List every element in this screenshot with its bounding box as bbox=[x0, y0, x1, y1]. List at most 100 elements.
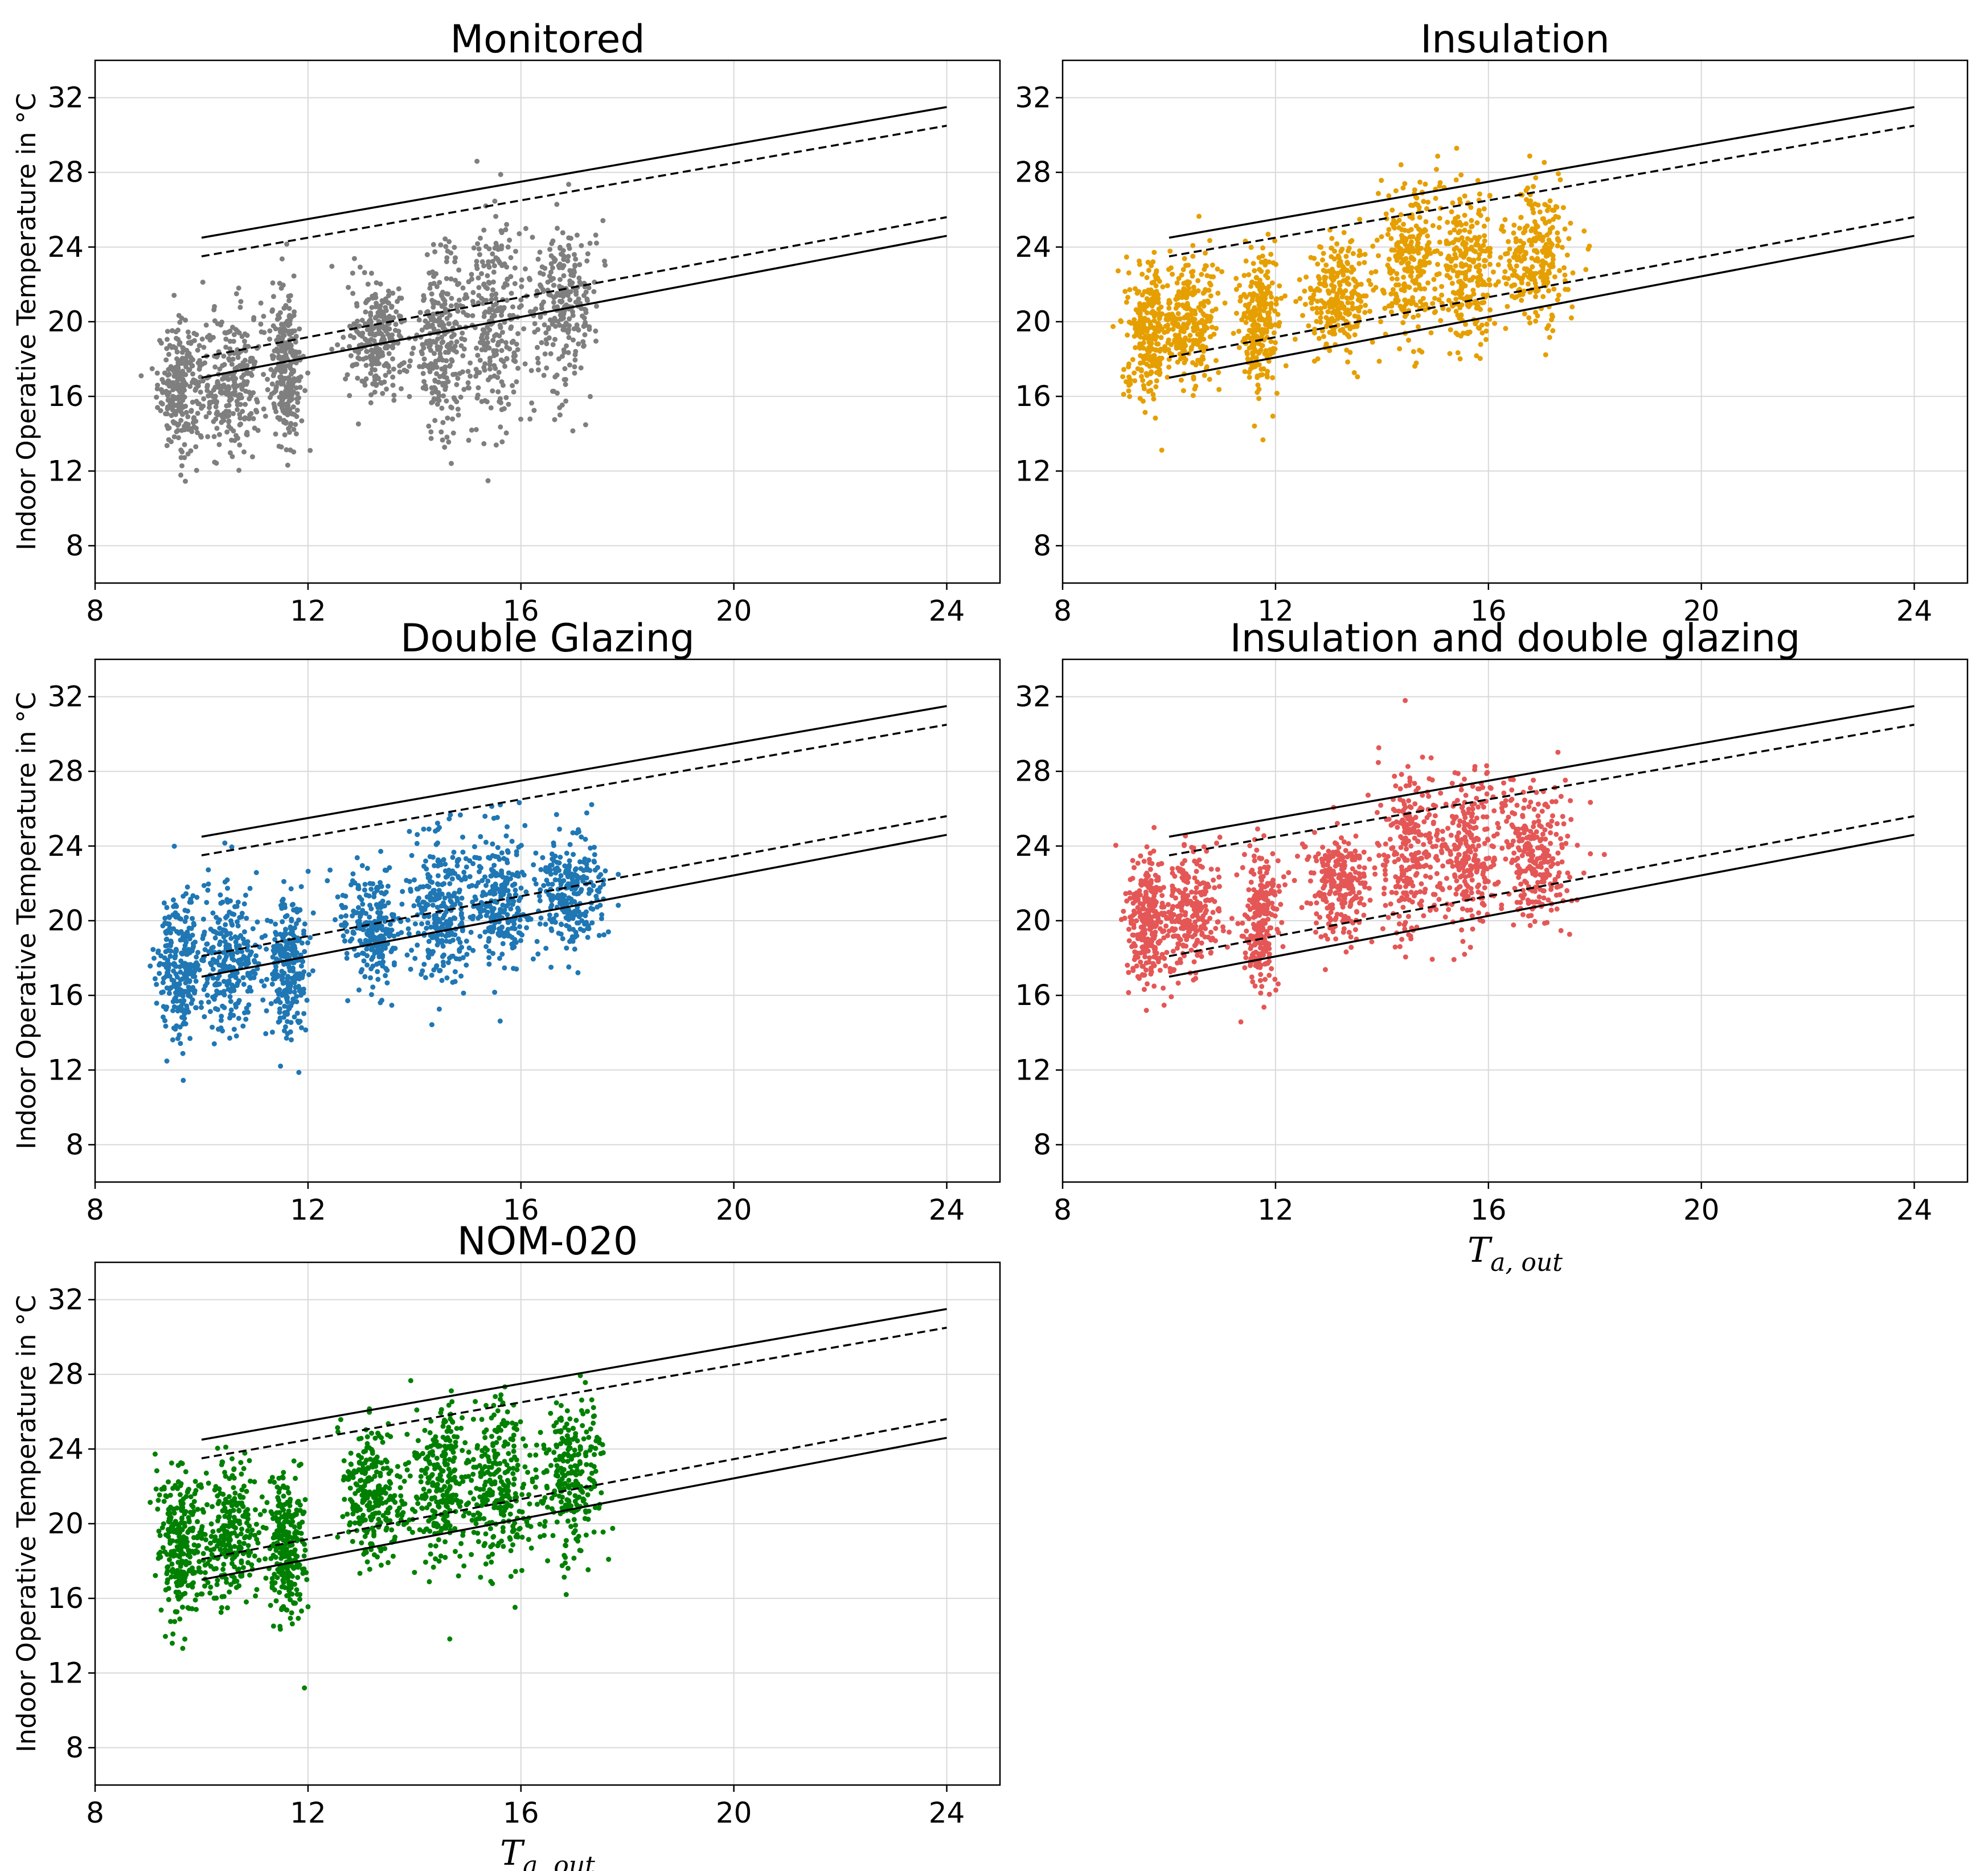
scatter-point bbox=[158, 953, 164, 959]
scatter-point bbox=[235, 407, 240, 412]
scatter-point bbox=[448, 303, 454, 309]
scatter-point bbox=[1270, 375, 1276, 380]
scatter-point bbox=[227, 994, 233, 999]
scatter-point bbox=[1463, 322, 1468, 327]
scatter-point bbox=[1428, 330, 1434, 335]
scatter-point bbox=[182, 908, 188, 913]
scatter-point bbox=[276, 444, 282, 449]
scatter-point bbox=[504, 221, 510, 227]
scatter-point bbox=[1349, 264, 1355, 270]
scatter-point bbox=[382, 337, 387, 342]
scatter-point bbox=[215, 412, 220, 417]
scatter-point bbox=[258, 321, 264, 327]
scatter-point bbox=[1248, 311, 1254, 317]
scatter-point bbox=[515, 331, 520, 337]
scatter-point bbox=[1345, 307, 1351, 313]
scatter-point bbox=[166, 425, 172, 431]
scatter-point bbox=[1397, 303, 1403, 309]
scatter-point bbox=[1302, 302, 1308, 307]
scatter-point bbox=[1151, 249, 1157, 255]
scatter-point bbox=[1550, 264, 1556, 269]
scatter-point bbox=[457, 887, 462, 893]
scatter-point bbox=[218, 1025, 224, 1031]
scatter-point bbox=[567, 268, 573, 273]
scatter-point bbox=[548, 269, 554, 275]
scatter-point bbox=[419, 906, 424, 912]
scatter-point bbox=[360, 950, 366, 956]
scatter-point bbox=[265, 376, 270, 382]
scatter-point bbox=[289, 371, 294, 377]
scatter-point bbox=[350, 270, 355, 276]
scatter-point bbox=[1181, 339, 1186, 345]
scatter-point bbox=[374, 314, 379, 319]
scatter-point bbox=[405, 917, 411, 923]
scatter-point bbox=[379, 961, 385, 967]
scatter-point bbox=[1568, 220, 1573, 226]
scatter-point bbox=[540, 272, 546, 277]
scatter-point bbox=[245, 970, 251, 976]
scatter-point bbox=[1149, 369, 1154, 375]
scatter-point bbox=[1263, 348, 1269, 354]
scatter-point bbox=[222, 384, 227, 390]
scatter-point bbox=[1394, 257, 1400, 263]
scatter-point bbox=[370, 367, 375, 372]
y-tick-label: 20 bbox=[47, 305, 84, 338]
scatter-point bbox=[481, 441, 487, 446]
scatter-point bbox=[414, 886, 420, 892]
scatter-point bbox=[487, 306, 493, 312]
scatter-point bbox=[282, 321, 288, 326]
scatter-point bbox=[1137, 261, 1142, 267]
scatter-point bbox=[1314, 319, 1319, 324]
scatter-point bbox=[1407, 249, 1412, 255]
scatter-point bbox=[578, 365, 584, 371]
scatter-point bbox=[301, 1011, 307, 1016]
scatter-point bbox=[1533, 175, 1539, 180]
scatter-point bbox=[428, 281, 433, 287]
scatter-point bbox=[301, 931, 306, 937]
scatter-point bbox=[1283, 363, 1289, 368]
scatter-point bbox=[462, 337, 468, 343]
scatter-point bbox=[368, 328, 374, 334]
scatter-point bbox=[281, 305, 287, 311]
scatter-point bbox=[1521, 288, 1527, 294]
scatter-point bbox=[387, 921, 393, 927]
scatter-point bbox=[429, 322, 435, 328]
scatter-point bbox=[1418, 286, 1424, 292]
scatter-point bbox=[470, 947, 476, 953]
scatter-point bbox=[218, 322, 224, 328]
scatter-point bbox=[1471, 291, 1477, 297]
scatter-point bbox=[499, 348, 505, 354]
scatter-point bbox=[1165, 375, 1170, 380]
scatter-point bbox=[1315, 298, 1321, 304]
scatter-point bbox=[473, 427, 479, 432]
scatter-point bbox=[1439, 301, 1445, 306]
scatter-point bbox=[1141, 383, 1146, 388]
scatter-point bbox=[399, 361, 404, 367]
scatter-point bbox=[1475, 325, 1481, 331]
scatter-point bbox=[210, 910, 216, 916]
scatter-point bbox=[477, 235, 483, 241]
scatter-point bbox=[379, 890, 384, 896]
scatter-point bbox=[391, 397, 397, 403]
scatter-point bbox=[163, 1023, 169, 1029]
scatter-point bbox=[1335, 307, 1341, 313]
scatter-point bbox=[435, 336, 440, 342]
scatter-point bbox=[369, 362, 375, 367]
scatter-point bbox=[1237, 282, 1243, 288]
scatter-point bbox=[202, 360, 208, 366]
scatter-point bbox=[208, 961, 213, 966]
scatter-point bbox=[276, 364, 282, 370]
scatter-point bbox=[160, 980, 166, 986]
scatter-point bbox=[350, 929, 356, 935]
scatter-point bbox=[565, 327, 571, 333]
scatter-point bbox=[347, 393, 352, 399]
scatter-point bbox=[1170, 326, 1176, 332]
scatter-point bbox=[441, 857, 446, 863]
scatter-point bbox=[1357, 248, 1363, 253]
scatter-point bbox=[220, 376, 225, 382]
scatter-point bbox=[1423, 228, 1428, 233]
scatter-point bbox=[1318, 310, 1324, 315]
scatter-point bbox=[1409, 239, 1414, 245]
scatter-point bbox=[172, 395, 177, 400]
scatter-point bbox=[167, 974, 173, 979]
